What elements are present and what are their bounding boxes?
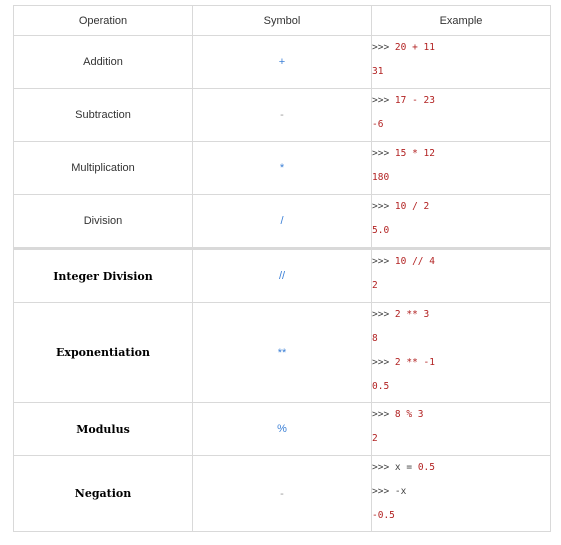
code-text: -x — [394, 486, 407, 497]
output-text: 2 — [372, 433, 378, 444]
code-line: >>> 8 % 3 — [372, 403, 550, 427]
output-text: -0.5 — [372, 510, 395, 521]
operation-name: Multiplication — [13, 141, 193, 195]
operation-symbol: // — [192, 247, 372, 303]
code-text: 20 + 11 — [394, 42, 435, 53]
operation-symbol: ** — [192, 302, 372, 403]
example-cell: >>> 2 ** 3 8 >>> 2 ** -1 0.5 — [371, 302, 551, 403]
code-text: 2 ** 3 — [394, 309, 430, 320]
code-line: >>> 2 ** 3 — [372, 303, 550, 327]
operation-symbol: * — [192, 141, 372, 195]
output-line: 0.5 — [372, 375, 550, 399]
example-cell: >>> x = 0.5 >>> -x -0.5 — [371, 455, 551, 532]
prompt: >>> — [372, 309, 390, 320]
example-cell: >>> 10 // 4 2 — [371, 247, 551, 303]
table-row: Multiplication * >>> 15 * 12 180 — [13, 141, 551, 195]
prompt: >>> — [372, 148, 390, 159]
code-text: 8 % 3 — [394, 409, 424, 420]
output-text: 31 — [372, 66, 384, 77]
code-value: 0.5 — [417, 462, 435, 473]
prompt: >>> — [372, 201, 390, 212]
code-text: 2 ** -1 — [394, 357, 435, 368]
code-line: >>> 20 + 11 — [372, 36, 550, 60]
output-line: 180 — [372, 166, 550, 190]
output-text: 5.0 — [372, 225, 390, 236]
table-row: Modulus % >>> 8 % 3 2 — [13, 402, 551, 456]
code-variable: x — [394, 462, 401, 473]
example-cell: >>> 17 - 23 -6 — [371, 88, 551, 142]
operation-symbol: - — [192, 455, 372, 532]
table-header-row: Operation Symbol Example — [13, 5, 551, 36]
header-operation: Operation — [13, 5, 193, 36]
code-text: 10 // 4 — [394, 256, 435, 267]
header-example: Example — [371, 5, 551, 36]
operation-symbol: + — [192, 35, 372, 89]
prompt: >>> — [372, 462, 390, 473]
code-line: >>> -x — [372, 480, 550, 504]
example-cell: >>> 8 % 3 2 — [371, 402, 551, 456]
operation-symbol: % — [192, 402, 372, 456]
table-row: Subtraction - >>> 17 - 23 -6 — [13, 88, 551, 142]
code-line: >>> 15 * 12 — [372, 142, 550, 166]
output-line: 8 — [372, 327, 550, 351]
output-text: 2 — [372, 280, 378, 291]
prompt: >>> — [372, 42, 390, 53]
code-line: >>> 10 / 2 — [372, 195, 550, 219]
output-text: 8 — [372, 333, 378, 344]
output-text: -6 — [372, 119, 384, 130]
table-row: Exponentiation ** >>> 2 ** 3 8 >>> 2 ** … — [13, 302, 551, 403]
code-equals: = — [400, 462, 418, 473]
example-cell: >>> 20 + 11 31 — [371, 35, 551, 89]
operation-symbol: - — [192, 88, 372, 142]
code-line: >>> 2 ** -1 — [372, 351, 550, 375]
output-text: 0.5 — [372, 381, 390, 392]
prompt: >>> — [372, 256, 390, 267]
operation-name: Addition — [13, 35, 193, 89]
output-text: 180 — [372, 172, 390, 183]
table-row: Division / >>> 10 / 2 5.0 — [13, 194, 551, 249]
code-line: >>> 17 - 23 — [372, 89, 550, 113]
example-cell: >>> 15 * 12 180 — [371, 141, 551, 195]
code-text: 15 * 12 — [394, 148, 435, 159]
header-symbol: Symbol — [192, 5, 372, 36]
prompt: >>> — [372, 357, 390, 368]
prompt: >>> — [372, 409, 390, 420]
output-line: 31 — [372, 60, 550, 84]
operation-symbol: / — [192, 194, 372, 249]
output-line: 5.0 — [372, 219, 550, 243]
operation-name: Negation — [13, 455, 193, 532]
operation-name: Subtraction — [13, 88, 193, 142]
code-text: 10 / 2 — [394, 201, 430, 212]
operation-name: Modulus — [13, 402, 193, 456]
prompt: >>> — [372, 486, 390, 497]
output-line: 2 — [372, 274, 550, 298]
output-line: -0.5 — [372, 504, 550, 528]
table-row: Negation - >>> x = 0.5 >>> -x -0.5 — [13, 455, 551, 532]
example-cell: >>> 10 / 2 5.0 — [371, 194, 551, 249]
output-line: -6 — [372, 113, 550, 137]
code-line: >>> x = 0.5 — [372, 456, 550, 480]
operation-name: Division — [13, 194, 193, 249]
table-row: Addition + >>> 20 + 11 31 — [13, 35, 551, 89]
operations-table: Operation Symbol Example Addition + >>> … — [13, 5, 551, 532]
code-line: >>> 10 // 4 — [372, 250, 550, 274]
operation-name: Integer Division — [13, 247, 193, 303]
table-row: Integer Division // >>> 10 // 4 2 — [13, 247, 551, 303]
code-text: 17 - 23 — [394, 95, 435, 106]
prompt: >>> — [372, 95, 390, 106]
output-line: 2 — [372, 427, 550, 451]
operation-name: Exponentiation — [13, 302, 193, 403]
